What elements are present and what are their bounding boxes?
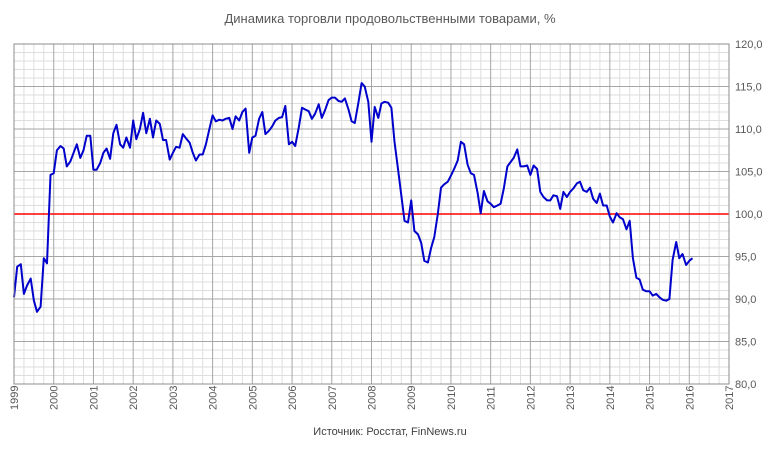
x-tick-label: 1999 — [9, 386, 21, 410]
y-tick-label: 85,0 — [735, 337, 756, 349]
x-tick-label: 2008 — [367, 386, 379, 410]
y-tick-label: 95,0 — [735, 252, 756, 264]
x-tick-label: 2007 — [327, 386, 339, 410]
x-tick-label: 2010 — [446, 386, 458, 410]
x-tick-label: 2009 — [406, 386, 418, 410]
series-line-0 — [13, 82, 694, 313]
y-tick-label: 115,0 — [735, 82, 762, 94]
source-note: Источник: Росстат, FinNews.ru — [313, 426, 466, 438]
x-tick-label: 2000 — [49, 386, 61, 410]
x-tick-label: 2015 — [645, 386, 657, 410]
x-tick-label: 2006 — [287, 386, 299, 410]
y-tick-label: 90,0 — [735, 294, 756, 306]
chart-title: Динамика торговли продовольственными тов… — [224, 11, 555, 26]
y-tick-label: 100,0 — [735, 209, 763, 221]
x-axis-tick-labels: 1999 2000 2001 2002 2003 2004 2005 2006 2007 2008… — [9, 386, 736, 410]
y-tick-label: 120,0 — [735, 39, 763, 51]
x-tick-label: 2014 — [605, 386, 617, 410]
plot-border — [13, 43, 730, 385]
y-tick-label: 105,0 — [735, 167, 763, 179]
x-tick-label: 2017 — [724, 386, 736, 410]
x-tick-label: 2011 — [486, 386, 498, 410]
x-tick-label: 2013 — [565, 386, 577, 410]
x-tick-label: 2002 — [128, 386, 140, 410]
y-axis-tick-labels: 80,0 85,0 90,0 95,0 100,0 105,0 110,0 115,0 120,… — [735, 39, 763, 391]
x-tick-label: 2016 — [684, 386, 696, 410]
series-group — [13, 82, 694, 313]
x-tick-label: 2004 — [208, 386, 220, 410]
x-tick-label: 2003 — [168, 386, 180, 410]
y-tick-label: 80,0 — [735, 379, 756, 391]
y-tick-label: 110,0 — [735, 124, 762, 136]
x-tick-label: 2001 — [88, 386, 100, 410]
x-tick-label: 2012 — [525, 386, 537, 410]
x-tick-label: 2005 — [247, 386, 259, 410]
